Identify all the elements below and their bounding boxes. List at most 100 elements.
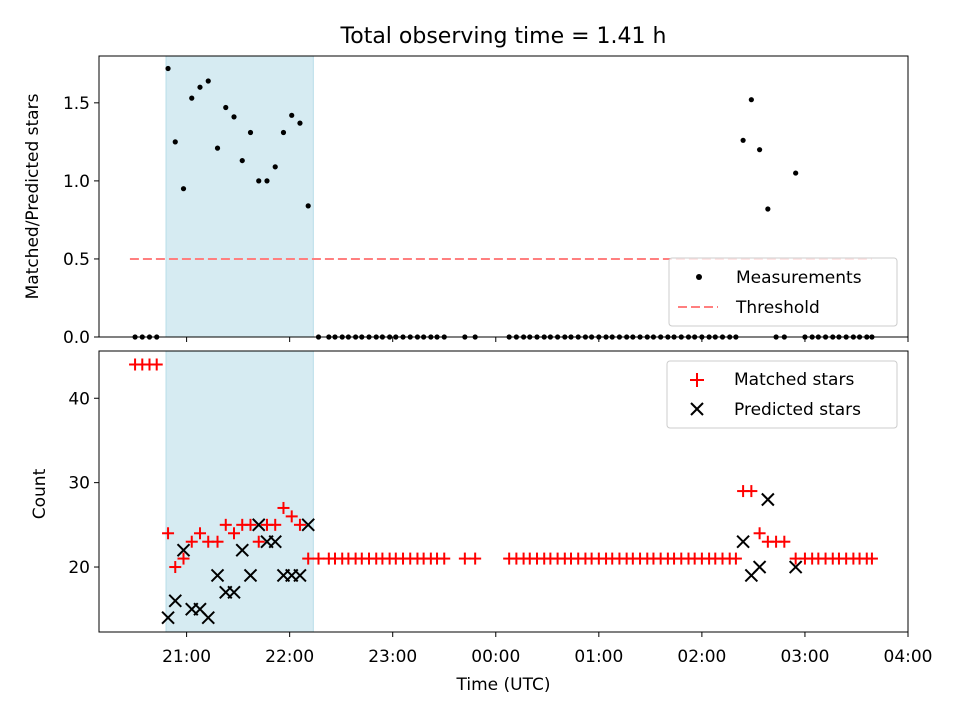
top-highlight-span (165, 55, 314, 338)
matched-star-point (269, 518, 282, 531)
top-legend: Measurements Threshold (668, 257, 898, 327)
matched-star-point (185, 535, 198, 548)
x-tick-label: 03:00 (780, 647, 829, 667)
bottom-y-axis-label: Count (30, 468, 50, 519)
measurement-point (189, 95, 195, 101)
predicted-star-point (227, 585, 241, 600)
x-tick-label: 02:00 (677, 647, 726, 667)
legend-measurements-marker (696, 274, 702, 280)
matched-star-point (177, 552, 190, 565)
measurement-point (748, 97, 754, 103)
matched-star-point (228, 527, 241, 540)
top-y-ticks: 0.0 0.5 1.0 1.5 (63, 94, 99, 348)
bottom-y-ticks: 20 30 40 (68, 389, 99, 578)
top-y-tick-label: 0.0 (63, 328, 90, 348)
bottom-x-ticks: 21:00 22:00 23:00 00:00 01:00 02:00 03:00 04:00 (162, 632, 933, 667)
measurement-point (172, 139, 178, 145)
top-x-ticks (186, 337, 909, 342)
measurement-point (256, 178, 262, 184)
chart-title: Total observing time = 1.41 h (340, 24, 667, 49)
matched-star-point (778, 535, 791, 548)
bottom-y-tick-label: 30 (68, 474, 90, 494)
predicted-star-point (736, 535, 750, 549)
bottom-legend-box (666, 360, 898, 429)
predicted-star-point (761, 492, 775, 507)
matched-star-point (302, 552, 315, 565)
measurement-point (239, 157, 245, 164)
legend-matched-marker (690, 373, 704, 387)
matched-star-point (169, 561, 182, 574)
x-tick-label: 01:00 (574, 647, 623, 667)
measurement-point (272, 164, 278, 170)
legend-matched-label: Matched stars (734, 370, 854, 390)
measurement-point (180, 186, 187, 192)
predicted-star-point (243, 568, 258, 583)
predicted-star-point (788, 560, 803, 574)
x-axis-label: Time (UTC) (456, 675, 551, 695)
measurement-point (264, 178, 270, 184)
legend-threshold-label: Threshold (735, 298, 820, 318)
top-y-tick-label: 0.5 (63, 250, 90, 270)
matched-star-point (865, 552, 878, 565)
legend-predicted-label: Predicted stars (734, 400, 861, 420)
predicted-star-point (168, 594, 182, 608)
legend-measurements-label: Measurements (736, 268, 862, 288)
top-axes-frame (98, 55, 909, 338)
matched-star-point (193, 527, 206, 540)
measurement-point (289, 112, 295, 118)
top-legend-box (668, 257, 898, 327)
measurement-point (205, 78, 211, 84)
top-y-tick-label: 1.5 (63, 94, 90, 114)
bottom-y-tick-label: 40 (68, 389, 90, 409)
measurement-point (793, 170, 799, 176)
predicted-star-point (210, 568, 225, 583)
measurement-point (740, 137, 746, 143)
x-tick-label: 04:00 (884, 647, 933, 667)
top-panel: 0.0 0.5 1.0 1.5 Total observing time = 1.41… (23, 24, 909, 348)
predicted-star-point (235, 543, 249, 557)
top-y-axis-label: Matched/Predicted stars (23, 93, 43, 299)
predicted-star-point (268, 535, 282, 549)
matched-star-point (753, 527, 766, 540)
measurement-point (280, 129, 287, 136)
bottom-axes-frame (98, 350, 909, 633)
matched-star-point (293, 518, 306, 531)
matched-star-point (469, 552, 482, 565)
measurement-point (297, 120, 303, 126)
predicted-star-points (161, 492, 803, 625)
predicted-star-point (252, 518, 266, 532)
bottom-legend: Matched stars Predicted stars (666, 360, 898, 429)
predicted-star-point (176, 543, 191, 557)
bottom-highlight-span (165, 350, 314, 633)
matched-star-point (438, 552, 451, 565)
matched-star-point (285, 510, 298, 523)
matched-star-point (729, 552, 742, 565)
measurement-point (197, 84, 203, 90)
matched-star-point (150, 358, 163, 371)
x-tick-label: 23:00 (368, 647, 417, 667)
x-tick-label: 00:00 (471, 647, 520, 667)
predicted-star-point (201, 610, 215, 625)
matched-star-points (129, 358, 878, 574)
predicted-star-point (293, 568, 307, 583)
matched-star-point (745, 485, 758, 498)
x-tick-label: 21:00 (162, 647, 211, 667)
matched-star-point (219, 518, 232, 531)
x-tick-label: 22:00 (265, 647, 314, 667)
matched-star-point (244, 518, 257, 531)
matched-star-point (277, 501, 290, 514)
matched-star-point (458, 552, 471, 565)
legend-predicted-marker (690, 402, 704, 416)
predicted-star-point (161, 610, 175, 625)
measurement-point (223, 104, 229, 111)
matched-star-point (211, 535, 224, 548)
measurement-point (231, 114, 237, 120)
measurement-point (214, 145, 221, 151)
predicted-star-point (752, 560, 767, 574)
matched-star-point (252, 535, 265, 548)
top-y-tick-label: 1.0 (63, 172, 90, 192)
measurement-point (756, 147, 763, 153)
matched-star-point (162, 527, 175, 540)
predicted-star-point (301, 518, 315, 532)
